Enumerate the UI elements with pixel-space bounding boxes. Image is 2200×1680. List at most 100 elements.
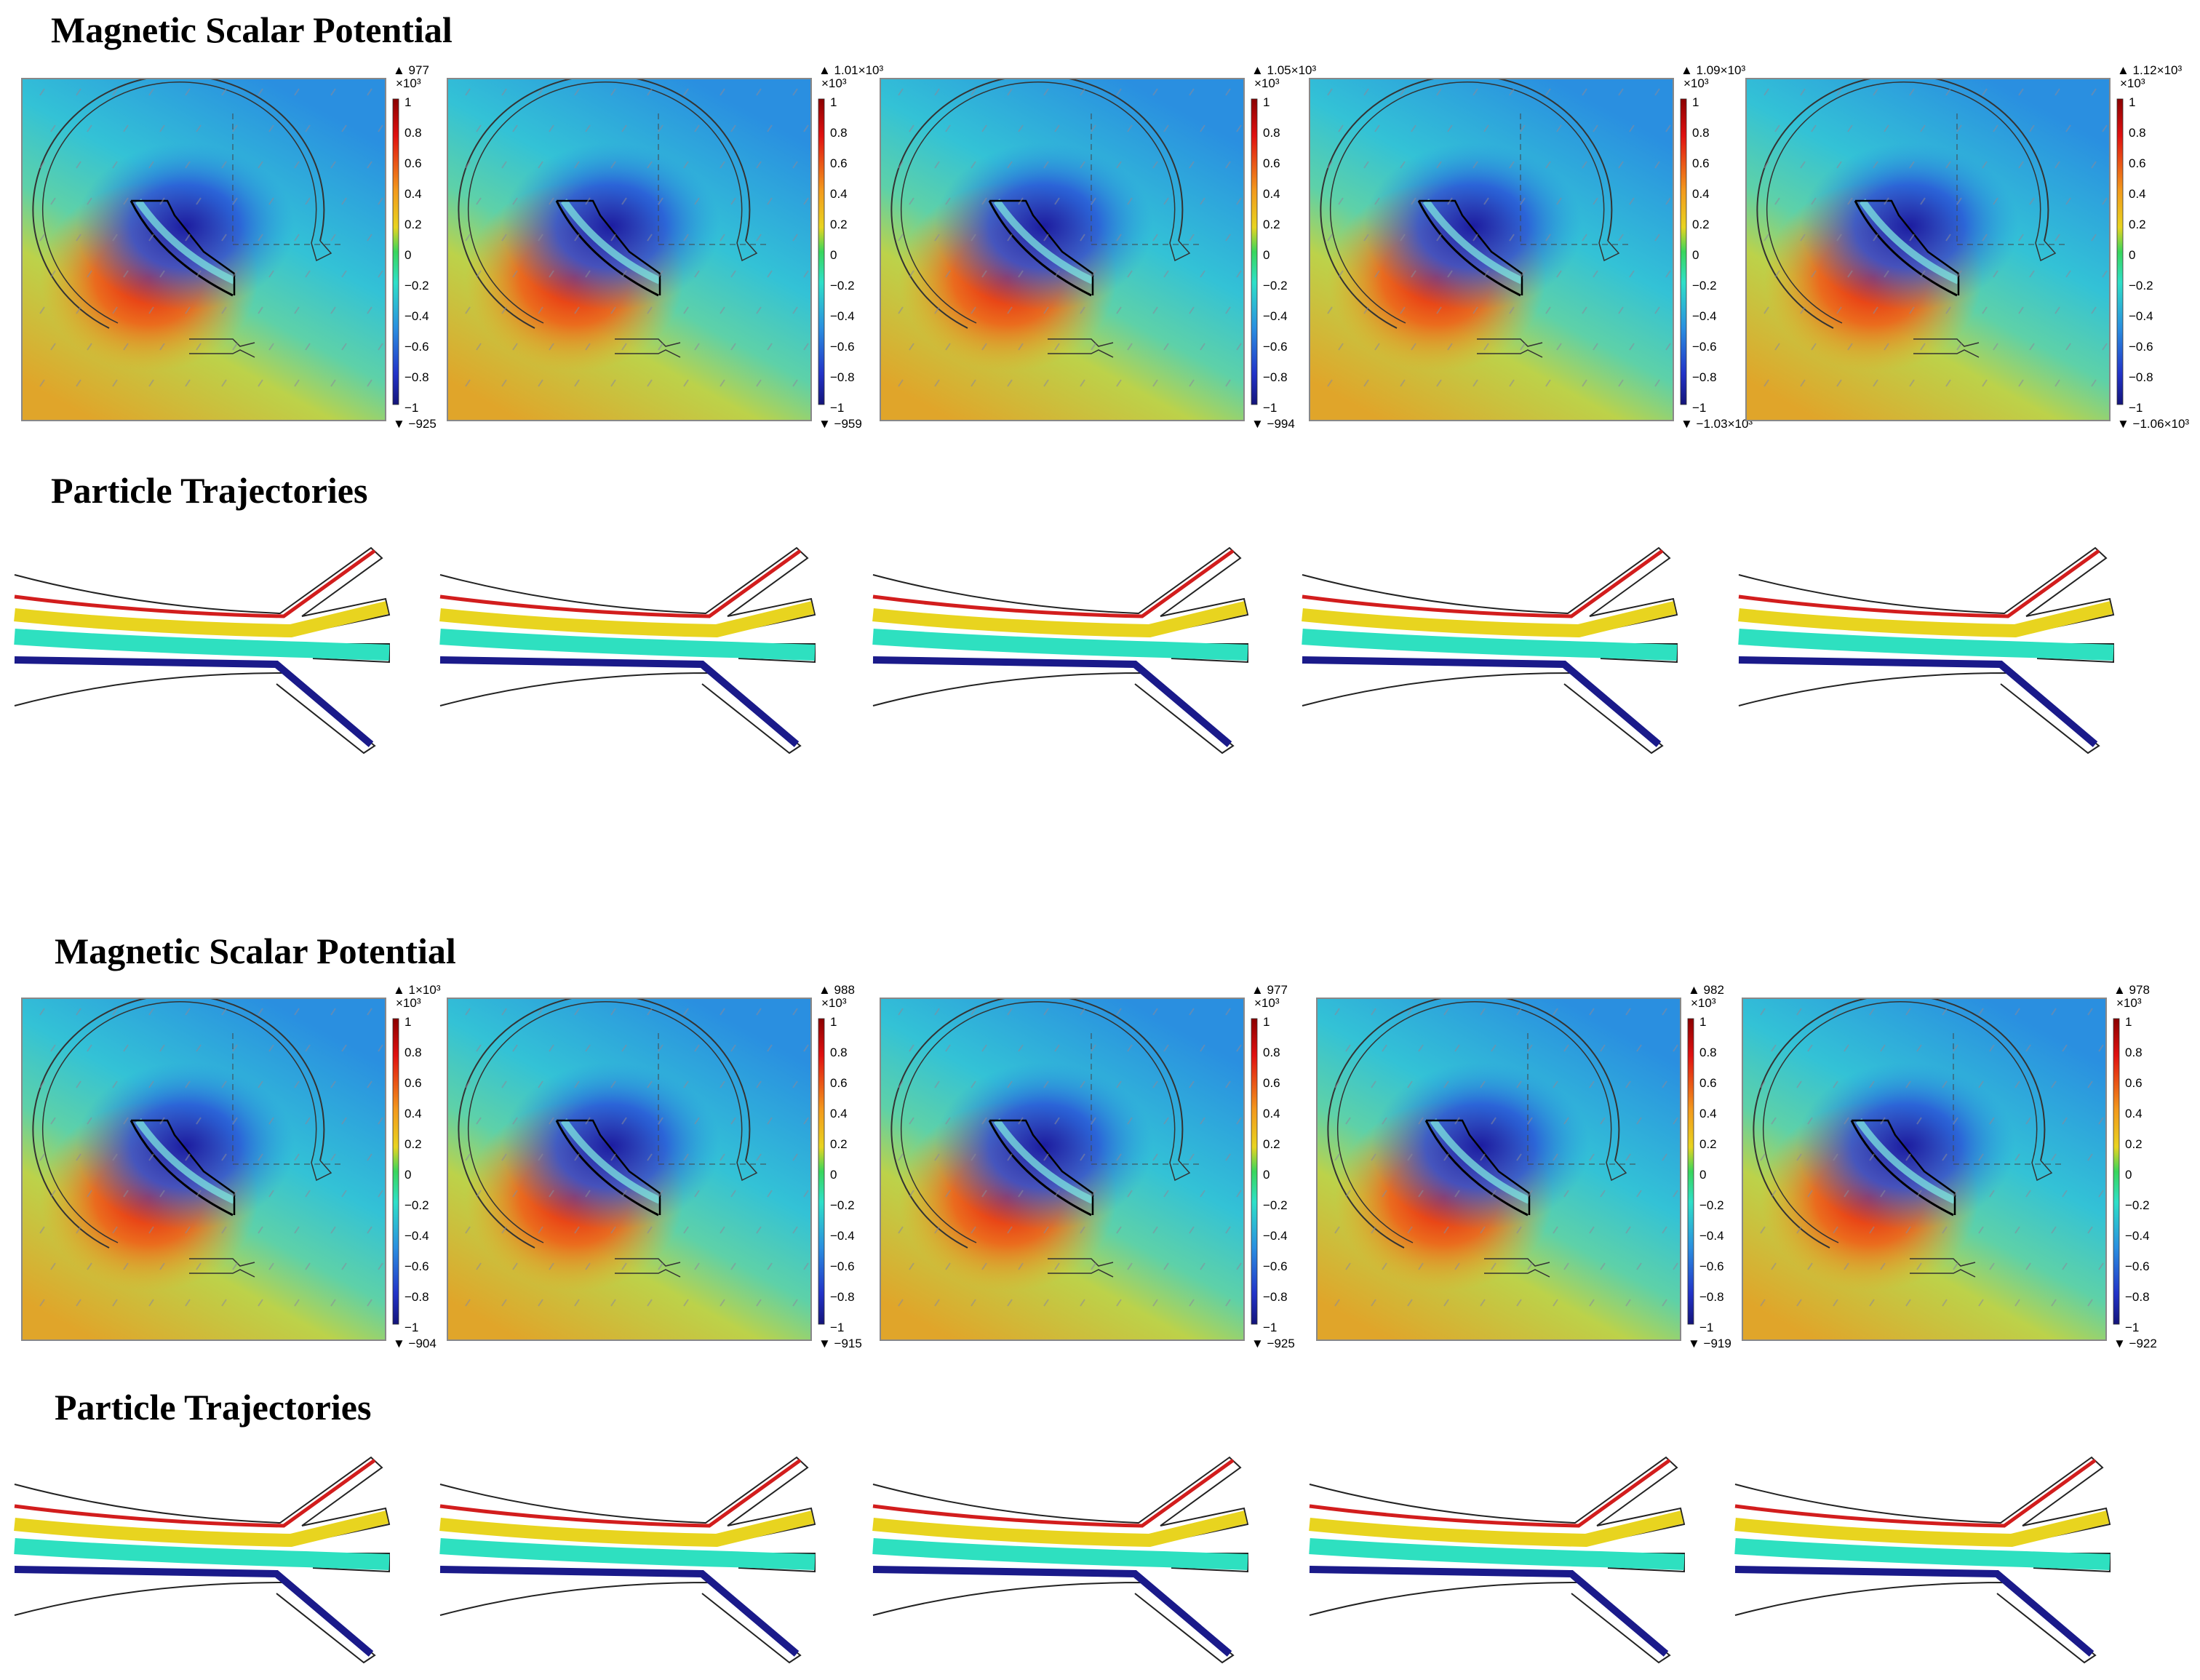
trajectory-teal-stream	[872, 1538, 1248, 1570]
colorbar-tick-label: 1	[830, 95, 837, 109]
potential-plot: ▲ 977×10³ 1 0.8 0.6 0.4 0.2 0 −0.2 −0.4 −0.6 −0.8 −…	[21, 63, 437, 431]
colorbar-tick-label: −0.4	[830, 309, 855, 323]
trajectory-red-stream	[439, 1458, 802, 1528]
colorbar-tick-label: −1	[404, 1321, 418, 1334]
trajectory-yellow-stream	[1734, 1510, 2110, 1548]
colorbar-tick-label: 0.8	[404, 126, 422, 140]
colorbar-tick-label: 0	[1699, 1168, 1706, 1182]
colorbar-max-label: ▲ 982	[1688, 983, 1724, 997]
colorbar-tick-label: −1	[1263, 401, 1277, 415]
colorbar-scale-label: ×10³	[1254, 996, 1280, 1010]
colorbar-tick-label: −0.2	[1699, 1198, 1724, 1212]
colorbar-tick-label: −0.2	[1692, 279, 1717, 292]
colorbar-tick-label: 0.8	[1699, 1046, 1717, 1059]
colorbar-tick-label: −0.8	[1699, 1290, 1724, 1304]
colorbar-tick-label: 0.8	[2125, 1046, 2143, 1059]
colorbar-tick-label: −0.6	[1263, 340, 1288, 354]
colorbar-tick-label: −0.4	[1699, 1229, 1724, 1243]
colorbar-tick-label: 0.2	[2125, 1137, 2143, 1151]
colorbar-tick-label: −0.4	[2125, 1229, 2150, 1243]
trajectory-plot	[1309, 1456, 1686, 1664]
colorbar-tick-label: 0.4	[830, 187, 848, 201]
colorbar-tick-label: 1	[1699, 1015, 1706, 1029]
colorbar-tick-label: 0.4	[2125, 1107, 2143, 1120]
colorbar-tick-label: 0	[404, 1168, 411, 1182]
trajectory-plot	[872, 1456, 1249, 1664]
colorbar-tick-label: 0.4	[404, 187, 422, 201]
colorbar-tick-label: −0.2	[2129, 279, 2153, 292]
colorbar-tick-label: 0.2	[1699, 1137, 1717, 1151]
colorbar-tick-label: 0.4	[1699, 1107, 1717, 1120]
colorbar-min-label: ▼ −1.03×10³	[1681, 417, 1753, 431]
trajectory-yellow-stream	[14, 601, 389, 638]
colorbar-tick-label: 0.2	[404, 1137, 422, 1151]
colorbar-tick-label: −0.8	[2125, 1290, 2150, 1304]
colorbar-tick-label: −0.8	[2129, 370, 2153, 384]
colorbar-tick-label: 0	[2129, 248, 2135, 262]
colorbar-tick-label: −0.2	[1263, 1198, 1288, 1212]
colorbar-tick-label: −0.2	[1263, 279, 1288, 292]
colorbar-tick-label: 0.6	[404, 1076, 422, 1090]
section2-trajectories-title: Particle Trajectories	[55, 1387, 372, 1428]
trajectory-yellow-stream	[439, 1510, 815, 1548]
colorbar-tick-label: 0.2	[1692, 218, 1710, 231]
trajectory-red-stream	[14, 549, 376, 618]
colorbar-tick-label: 0.6	[2129, 156, 2146, 170]
potential-plot: ▲ 977×10³ 1 0.8 0.6 0.4 0.2 0 −0.2 −0.4 −0.6 −0.8 −…	[880, 983, 1295, 1350]
colorbar-tick-label: 0	[1692, 248, 1699, 262]
colorbar-tick-label: −1	[830, 1321, 844, 1334]
trajectory-red-stream	[1738, 549, 2100, 618]
colorbar-max-label: ▲ 978	[2113, 983, 2150, 997]
trajectory-red-stream	[1302, 549, 1664, 618]
colorbar-min-label: ▼ −904	[393, 1337, 437, 1350]
colorbar-min-label: ▼ −994	[1251, 417, 1295, 431]
colorbar-tick-label: 0.8	[1692, 126, 1710, 140]
colorbar-tick-label: 0.8	[830, 1046, 848, 1059]
colorbar-tick-label: −0.8	[1263, 370, 1288, 384]
colorbar-tick-label: 0.8	[2129, 126, 2146, 140]
colorbar-tick-label: 0	[830, 248, 837, 262]
colorbar-tick-label: −0.6	[830, 340, 855, 354]
colorbar-tick-label: 0	[1263, 248, 1270, 262]
trajectory-teal-stream	[1734, 1538, 2111, 1570]
trajectory-yellow-stream	[1302, 601, 1677, 638]
trajectory-plot	[1302, 546, 1678, 755]
trajectory-blue-stream	[14, 1566, 374, 1657]
colorbar-tick-label: −0.6	[404, 340, 429, 354]
section2-potential-title: Magnetic Scalar Potential	[55, 931, 456, 971]
colorbar-tick-label: 0.6	[404, 156, 422, 170]
colorbar-tick-label: 0.4	[1263, 187, 1280, 201]
potential-plot: ▲ 1×10³×10³ 1 0.8 0.6 0.4 0.2 0 −0.2 −0.4 −0.6 −0.…	[21, 983, 441, 1350]
colorbar-tick-label: 0.8	[830, 126, 848, 140]
colorbar-tick-label: −0.8	[1692, 370, 1717, 384]
trajectory-blue-stream	[1738, 656, 2098, 747]
trajectory-red-stream	[872, 1458, 1235, 1528]
colorbar-max-label: ▲ 977	[1251, 983, 1288, 997]
colorbar-tick-label: 0.4	[1692, 187, 1710, 201]
trajectory-teal-stream	[439, 1538, 816, 1570]
trajectory-yellow-stream	[872, 601, 1248, 638]
trajectory-teal-stream	[1302, 629, 1678, 661]
colorbar-tick-label: −1	[1692, 401, 1706, 415]
colorbar-scale-label: ×10³	[1683, 76, 1709, 90]
colorbar-tick-label: 0.4	[2129, 187, 2146, 201]
colorbar-tick-label: −0.8	[404, 370, 429, 384]
trajectory-red-stream	[1309, 1458, 1671, 1528]
colorbar-tick-label: 0.8	[1263, 1046, 1280, 1059]
trajectory-blue-stream	[872, 1566, 1232, 1657]
trajectory-plot	[14, 1456, 391, 1664]
trajectory-yellow-stream	[14, 1510, 389, 1548]
colorbar-tick-label: 1	[2129, 95, 2135, 109]
colorbar-tick-label: −0.8	[830, 370, 855, 384]
colorbar-tick-label: 1	[404, 95, 411, 109]
colorbar-tick-label: −0.8	[404, 1290, 429, 1304]
trajectory-blue-stream	[14, 656, 374, 747]
colorbar-min-label: ▼ −1.06×10³	[2117, 417, 2189, 431]
potential-plot: ▲ 988×10³ 1 0.8 0.6 0.4 0.2 0 −0.2 −0.4 −0.6 −0.8 −…	[447, 983, 862, 1350]
colorbar-max-label: ▲ 977	[393, 63, 429, 77]
potential-plot: ▲ 1.05×10³×10³ 1 0.8 0.6 0.4 0.2 0 −0.2 −0.4 −0.6…	[880, 63, 1316, 431]
colorbar-tick-label: −1	[2125, 1321, 2139, 1334]
colorbar-min-label: ▼ −925	[393, 417, 437, 431]
colorbar-tick-label: 1	[2125, 1015, 2132, 1029]
colorbar-tick-label: −0.2	[404, 279, 429, 292]
